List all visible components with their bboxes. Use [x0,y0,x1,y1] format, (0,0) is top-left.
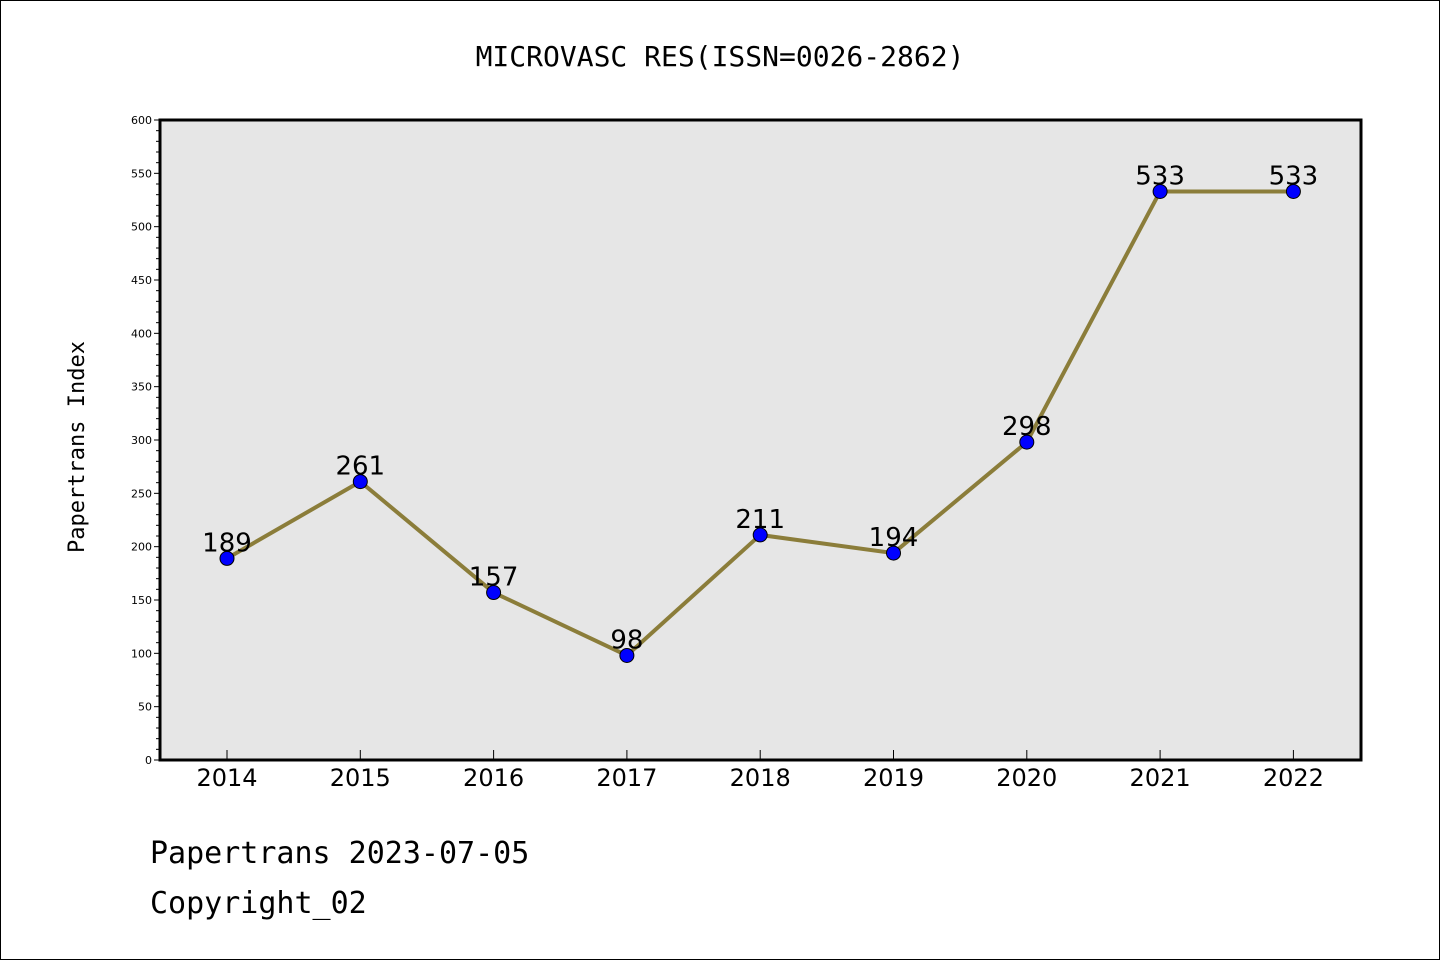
y-tick-label: 50 [138,701,152,714]
data-label: 211 [735,505,785,535]
y-tick-label: 450 [131,274,152,287]
data-point-marker [1152,183,1168,199]
y-axis-label: Papertrans Index [65,341,90,553]
y-tick-label: 600 [131,114,152,127]
data-point-marker [886,545,901,561]
x-tick-label: 2015 [330,764,391,792]
x-tick-label: 2022 [1263,764,1324,792]
data-label: 533 [1135,161,1185,191]
data-label: 533 [1269,161,1319,191]
chart-title: MICROVASC RES(ISSN=0026-2862) [476,40,965,73]
y-tick-label: 400 [131,327,152,340]
data-point-marker [486,585,502,601]
data-point-marker [752,527,768,543]
data-point-marker [1019,434,1035,450]
x-tick-label: 2016 [463,764,524,792]
x-axis-ticks: 2014 2015 2016 2017 2018 2019 2020 2021 2022 [196,750,1324,792]
y-tick-label: 200 [131,541,152,554]
footer-copyright: Copyright_02 [150,886,367,921]
data-label: 298 [1002,412,1052,442]
data-point-marker [619,647,635,663]
y-tick-label: 300 [131,434,152,447]
y-tick-label: 150 [131,594,152,607]
x-tick-label: 2021 [1130,764,1191,792]
y-axis-ticks: 0 50 100 150 200 250 300 350 400 450 500 550 600 [131,114,160,767]
data-label: 189 [202,528,252,558]
plot-border [158,118,1363,762]
data-label: 261 [335,452,385,482]
y-tick-label: 250 [131,487,152,500]
y-tick-label: 550 [131,167,152,180]
plot-area [160,120,1361,760]
y-tick-label: 350 [131,381,152,394]
footer-date: Papertrans 2023-07-05 [150,836,530,871]
data-point-marker [1285,183,1301,199]
x-tick-label: 2019 [863,764,924,792]
data-label: 98 [610,625,643,655]
data-label: 194 [869,523,919,553]
data-point-marker [352,474,368,490]
y-tick-label: 500 [131,221,152,234]
data-labels: 189 261 157 98 211 194 298 533 533 [202,161,1318,655]
data-label: 157 [469,563,519,593]
x-tick-label: 2020 [996,764,1057,792]
series-line-group [219,183,1301,663]
y-tick-label: 0 [145,754,152,767]
x-tick-label: 2018 [730,764,791,792]
y-tick-label: 100 [131,647,152,660]
x-tick-label: 2014 [196,764,257,792]
x-tick-label: 2017 [596,764,657,792]
data-point-marker [219,550,235,566]
